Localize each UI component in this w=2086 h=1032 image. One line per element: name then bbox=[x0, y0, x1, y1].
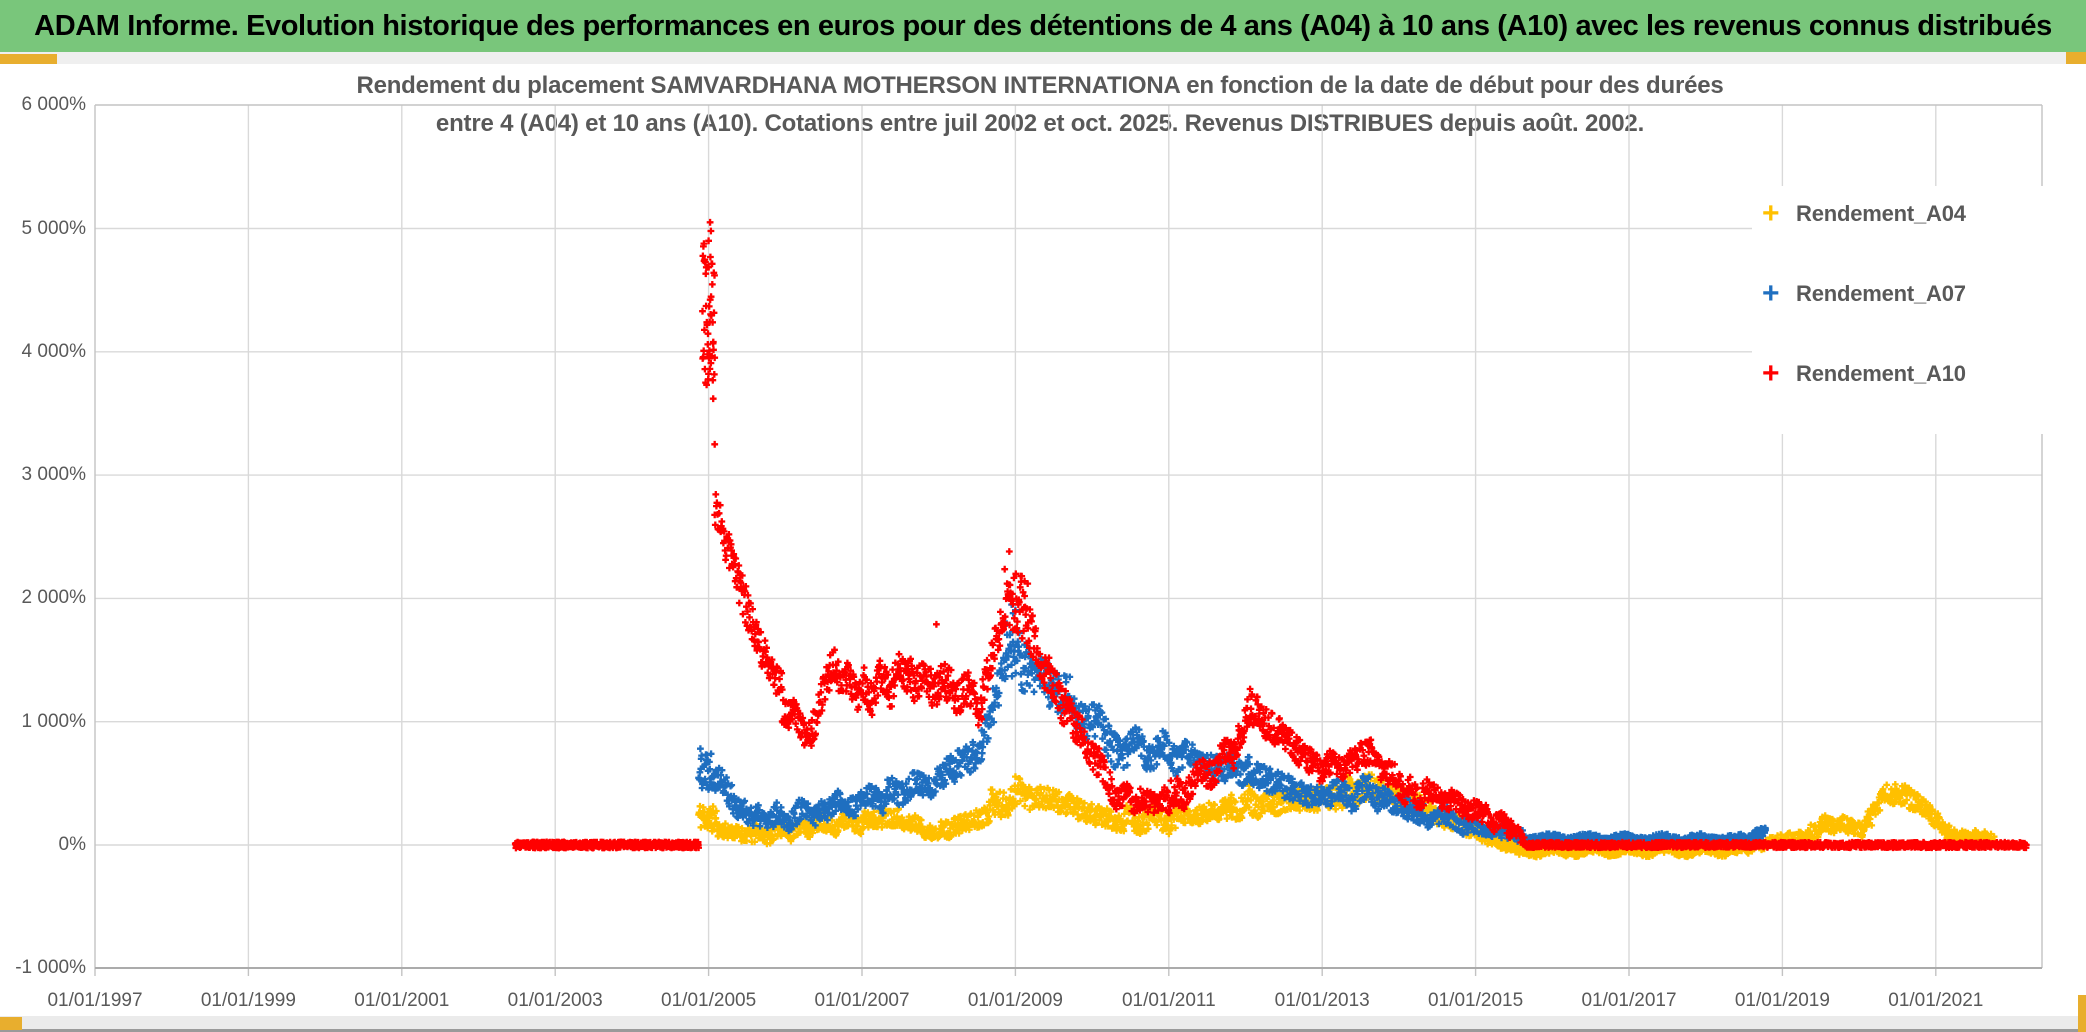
y-tick-label: 5 000% bbox=[21, 217, 86, 239]
header-sub-strip bbox=[0, 52, 2086, 64]
x-tick-label: 01/01/1997 bbox=[47, 990, 143, 1011]
x-tick-label: 01/01/2003 bbox=[507, 990, 603, 1011]
y-tick-label: 1 000% bbox=[21, 710, 86, 732]
x-tick-label: 01/01/2019 bbox=[1734, 990, 1830, 1011]
accent-top-left bbox=[0, 54, 57, 64]
y-tick-label: 6 000% bbox=[21, 94, 86, 116]
legend-item-Rendement_A04: + Rendement_A04 bbox=[1762, 192, 2072, 236]
x-tick-label: 01/01/2017 bbox=[1581, 990, 1677, 1011]
x-tick-label: 01/01/2001 bbox=[354, 990, 450, 1011]
header-banner: ADAM Informe. Evolution historique des p… bbox=[0, 0, 2086, 52]
x-tick-label: 01/01/1999 bbox=[200, 990, 296, 1011]
footer-strip bbox=[0, 1016, 2086, 1030]
chart-legend: + Rendement_A04 + Rendement_A07 + Rendement_A… bbox=[1752, 186, 2072, 434]
legend-label: Rendement_A07 bbox=[1796, 281, 1966, 306]
x-tick-label: 01/01/2009 bbox=[967, 990, 1063, 1011]
x-tick-label: 01/01/2015 bbox=[1428, 990, 1524, 1011]
legend-label: Rendement_A10 bbox=[1796, 361, 1966, 386]
legend-marker-icon: + bbox=[1762, 277, 1780, 310]
legend-item-Rendement_A07: + Rendement_A07 bbox=[1762, 272, 2072, 316]
legend-label: Rendement_A04 bbox=[1796, 201, 1966, 226]
accent-bottom-right bbox=[2078, 995, 2086, 1032]
x-tick-label: 01/01/2013 bbox=[1274, 990, 1370, 1011]
x-tick-label: 01/01/2005 bbox=[661, 990, 757, 1011]
accent-bottom-left bbox=[0, 1017, 22, 1030]
header-title: ADAM Informe. Evolution historique des p… bbox=[34, 9, 2052, 42]
legend-marker-icon: + bbox=[1762, 197, 1780, 230]
x-tick-label: 01/01/2011 bbox=[1121, 990, 1216, 1011]
accent-top-right bbox=[2066, 52, 2086, 64]
series-Rendement_A10 bbox=[511, 218, 2030, 852]
y-tick-label: 4 000% bbox=[21, 340, 86, 362]
x-tick-label: 01/01/2021 bbox=[1888, 990, 1984, 1011]
footer-edge-line bbox=[0, 1029, 2086, 1032]
legend-item-Rendement_A10: + Rendement_A10 bbox=[1762, 352, 2072, 396]
chart-title-line1: Rendement du placement SAMVARDHANA MOTHE… bbox=[356, 72, 1724, 99]
chart-title-line2: entre 4 (A04) et 10 ans (A10). Cotations… bbox=[435, 110, 1645, 137]
y-tick-label: 0% bbox=[58, 834, 86, 855]
y-tick-label: -1 000% bbox=[15, 957, 86, 979]
y-tick-label: 2 000% bbox=[21, 587, 86, 609]
y-tick-label: 3 000% bbox=[21, 464, 86, 486]
x-tick-label: 01/01/2007 bbox=[814, 990, 910, 1011]
legend-marker-icon: + bbox=[1762, 357, 1780, 390]
